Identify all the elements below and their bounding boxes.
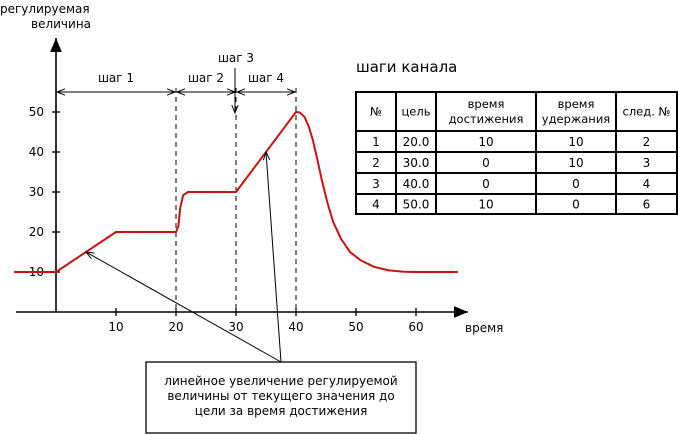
table-cell-r3-c3: 0	[482, 177, 490, 191]
table-header-3-line-2: достижения	[449, 112, 524, 126]
table-cell-r3-c4: 0	[572, 177, 580, 191]
y-tick-label-20: 20	[29, 225, 44, 239]
table-cell-r2-c3: 0	[482, 156, 490, 170]
steps-table: № цельвремядостижениявремяудержанияслед. …	[355, 91, 678, 215]
table-cell-r4-c2: 50.0	[403, 198, 430, 212]
table-cell-r4-c5: 6	[643, 198, 651, 212]
table-cell-r3-c1: 3	[372, 177, 380, 191]
step-1-label: шаг 1	[98, 71, 134, 85]
table-header-3-line-1: время	[468, 97, 505, 111]
annotation-line-2: величины от текущего значения до	[167, 389, 394, 403]
table-header-4-line-1: время	[558, 97, 595, 111]
y-tick-label-30: 30	[29, 185, 44, 199]
table-cell-r1-c3: 10	[478, 135, 493, 149]
y-axis-title: регулируемая величина	[0, 2, 91, 31]
step-dimensions: шаг 1 шаг 2 шаг 3 шаг 4	[57, 51, 295, 113]
table-cell-r4-c1: 4	[372, 198, 380, 212]
annotation-line-1: линейное увеличение регулируемой	[164, 374, 397, 388]
step-3-label: шаг 3	[218, 51, 254, 65]
annotation-pointer-2	[266, 152, 282, 363]
annotation-line-3: цели за время достижения	[195, 404, 368, 418]
step-2-label: шаг 2	[188, 71, 224, 85]
table-cell-r2-c2: 30.0	[403, 156, 430, 170]
x-tick-label-50: 50	[348, 320, 363, 334]
x-tick-label-40: 40	[288, 320, 303, 334]
table-cell-r2-c1: 2	[372, 156, 380, 170]
table-header-2-line-1: цель	[401, 105, 430, 119]
y-tick-label-50: 50	[29, 105, 44, 119]
table-cell-r2-c4: 10	[568, 156, 583, 170]
table-title: шаги канала	[356, 58, 457, 76]
annotation-box	[145, 361, 417, 434]
x-tick-label-60: 60	[408, 320, 423, 334]
series-lines	[14, 111, 458, 273]
table-cell-r2-c5: 3	[643, 156, 651, 170]
table-header-5-line-1: след. №	[623, 105, 671, 119]
x-axis-title: время	[465, 321, 503, 335]
table-cell-r4-c3: 10	[478, 198, 493, 212]
step-4-label: шаг 4	[248, 71, 284, 85]
table-cell-r3-c5: 4	[643, 177, 651, 191]
y-axis-title-line-2: величина	[31, 17, 91, 31]
table-cell-r1-c4: 10	[568, 135, 583, 149]
annotation-pointer-1	[86, 252, 282, 363]
y-axis-title-line-1: регулируемая	[0, 2, 90, 16]
table-header-4-line-2: удержания	[542, 112, 610, 126]
x-tick-label-10: 10	[108, 320, 123, 334]
annotation-pointers	[86, 152, 282, 363]
step-boundaries	[175, 88, 297, 312]
x-tick-label-20: 20	[168, 320, 183, 334]
table-header-1-line-1: №	[370, 105, 382, 119]
x-tick-label-30: 30	[228, 320, 243, 334]
table-cell-r1-c2: 20.0	[403, 135, 430, 149]
table-cell-r3-c2: 40.0	[403, 177, 430, 191]
series-line-1	[14, 111, 458, 273]
table-cell-r1-c5: 2	[643, 135, 651, 149]
table-cell-r4-c4: 0	[572, 198, 580, 212]
table-cell-r1-c1: 1	[372, 135, 380, 149]
y-tick-label-40: 40	[29, 145, 44, 159]
